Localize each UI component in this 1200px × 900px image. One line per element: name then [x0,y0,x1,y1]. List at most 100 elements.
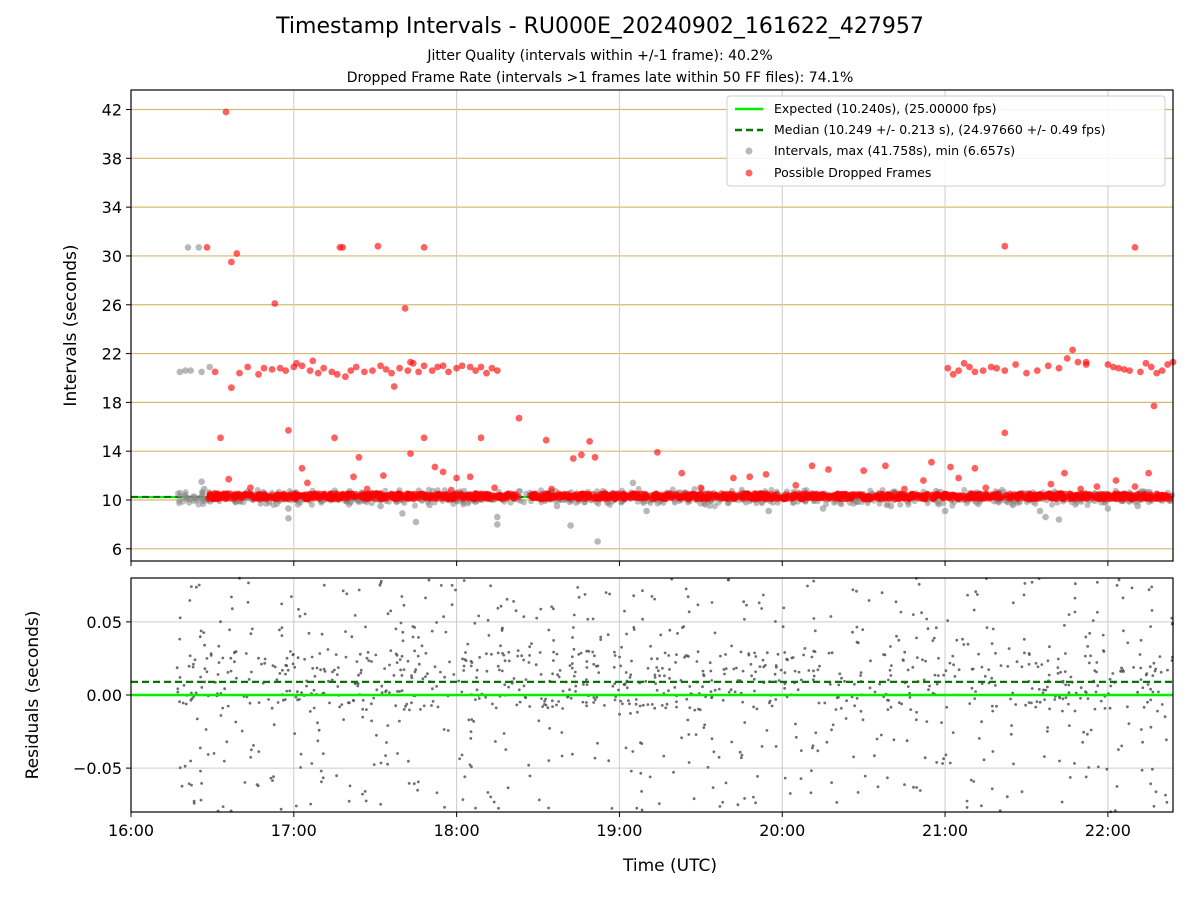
residual-point [504,748,508,751]
intervals-y-ticks: 6 10 14 18 22 26 30 34 38 42 [102,101,131,559]
residual-point [516,654,520,658]
residual-point [515,703,519,707]
residual-point [802,653,805,657]
residual-point [1095,580,1099,584]
residual-point [223,687,227,691]
residual-point [799,678,803,682]
residual-point [1005,795,1009,799]
residual-point [226,671,230,674]
residual-point [507,650,511,654]
interval-point [594,538,601,545]
residual-point [494,740,497,743]
residual-point [924,659,927,663]
residual-point [175,666,179,670]
residual-point [886,776,889,780]
residual-point [640,808,644,812]
residual-point [250,670,253,674]
interval-point [176,500,183,507]
residual-point [1058,759,1061,763]
dropped-frame-point [747,493,754,501]
dropped-frame-point [1158,367,1166,374]
residual-point [320,632,324,636]
interval-point [838,501,845,508]
residual-point [1166,668,1169,672]
residual-point [987,668,991,671]
residual-point [280,626,284,630]
residual-point [375,733,378,737]
time-x-ticks: 16:00 17:00 18:00 19:00 20:00 21:00 22:00 [108,812,1131,840]
residual-point [1023,651,1026,655]
residual-point [550,605,554,609]
residual-point [557,675,561,679]
residuals-y-tick-label: 0.00 [86,686,122,705]
residual-point [658,674,661,678]
interval-point [285,515,292,522]
residual-point [741,669,745,673]
dropped-frame-point [896,492,903,499]
dropped-frame-point [320,364,328,372]
residual-point [953,675,957,678]
residual-point [675,700,678,704]
residual-point [665,702,669,706]
residual-point [205,657,209,660]
dropped-frame-point [971,464,979,472]
residual-point [516,649,520,652]
residual-point [622,682,626,686]
residual-point [844,717,848,720]
residual-point [1030,580,1034,584]
residual-point [193,658,197,662]
residual-point [286,668,290,672]
residual-point [1115,584,1119,587]
residual-point [899,610,903,614]
dropped-frame-point [420,434,428,442]
residual-point [813,650,817,653]
residual-point [754,801,757,805]
residual-point [618,655,621,659]
residual-point [756,775,759,778]
residual-point [188,654,192,658]
residual-point [709,669,713,673]
residual-point [951,731,955,734]
residual-point [484,695,487,699]
interval-point [635,485,642,492]
dropped-frame-point [625,493,633,500]
residual-point [424,651,428,655]
residual-point [599,638,603,641]
residual-point [719,654,722,658]
residual-point [793,669,797,673]
residual-point [644,680,648,683]
dropped-frame-point [442,491,449,498]
residual-point [646,703,650,706]
residual-point [1141,740,1144,744]
residual-point [1149,725,1153,729]
residual-point [372,696,376,700]
dropped-frame-point [458,362,466,370]
residual-point [925,617,929,621]
dropped-frame-point [1128,492,1136,500]
residual-point [399,668,402,672]
residual-point [522,615,526,619]
residual-point [855,589,858,593]
residual-point [514,609,518,613]
residual-point [656,669,660,673]
residual-point [489,584,492,588]
residual-point [1079,686,1083,690]
residual-point [722,668,726,671]
residuals-y-ticks: −0.05 0.00 0.05 [73,613,131,778]
dropped-frame-point [752,495,759,503]
dropped-frame-point [236,369,243,377]
residual-point [810,769,813,773]
residual-point [1073,762,1076,765]
dropped-frame-point [390,383,398,390]
residual-point [384,689,388,692]
residual-point [552,659,555,662]
dropped-frame-point [1044,362,1052,370]
residual-point [711,786,715,789]
residual-point [970,667,974,671]
residual-point [718,805,722,808]
dropped-frame-point [1033,367,1041,374]
dropped-frame-point [950,492,958,499]
residual-point [595,695,599,699]
residual-point [431,700,435,703]
